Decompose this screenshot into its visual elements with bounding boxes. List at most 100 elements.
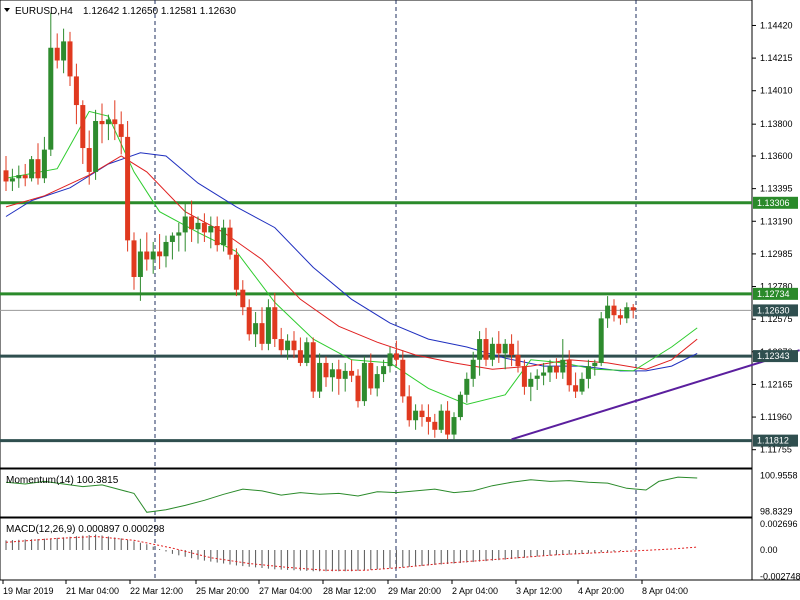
candle-body [189,216,195,230]
momentum-tick-label: 98.8329 [760,507,793,517]
time-tick-label: 2 Apr 04:00 [452,586,498,596]
ascending-trendline [511,349,800,441]
candle-body [361,362,367,402]
candle-body [86,148,92,172]
candle-body [163,241,169,257]
candle-body [413,410,419,421]
price-level-tag [753,196,798,209]
price-axis-ticks: 1.14420 1.14215 1.14010 1.13800 1.13600 1.133… [752,20,793,455]
candle-body [585,366,591,379]
candle-body [515,354,521,367]
candle-body [291,340,297,351]
momentum-indicator: 100.9558 98.8329 [5,470,798,517]
time-tick-label: 27 Mar 04:00 [259,586,312,596]
candle-body [579,378,585,392]
candle-body [131,240,137,277]
candle-body [41,149,47,179]
candle-body [342,370,348,379]
price-tick-label: 1.12985 [760,249,793,259]
candle-body [61,41,67,61]
candle-body [112,119,118,125]
time-tick-label: 28 Mar 12:00 [323,586,376,596]
candle-body [547,366,553,373]
time-tick-label: 8 Apr 04:00 [642,586,688,596]
symbol-label: EURUSD,H4 [15,6,73,17]
price-level-tag-label: 1.13306 [757,198,790,208]
candle-body [35,159,41,179]
candle-body [246,307,252,335]
candle-body [317,362,323,392]
trendline-layer[interactable] [511,349,800,441]
candle-body [214,226,220,246]
candle-body [464,378,470,395]
price-tick-label: 1.13800 [760,119,793,129]
macd-tick-label: 0.002696 [760,519,798,529]
candle-body [182,216,188,233]
price-level-tag [753,287,798,300]
collapse-triangle-icon[interactable] [4,8,10,12]
candle-body [16,175,22,179]
candle-body [419,410,425,418]
price-level-tag-label: 1.11812 [757,436,789,446]
candle-body [560,359,566,373]
candle-body [304,342,310,363]
candle-body [297,350,303,363]
candle-body [349,370,355,376]
candle-body [169,235,175,242]
macd-indicator: 0.002696 0.00 -0.002748 [5,519,800,582]
candle-body [105,119,111,125]
ohlc-readout: 1.12642 1.12650 1.12581 1.12630 [83,6,236,17]
candle-body [489,343,495,360]
candle-body [80,105,86,149]
price-tick-label: 1.13600 [760,151,793,161]
candle-body [432,421,438,430]
candle-body [400,359,406,397]
price-level-tag-label: 1.12343 [757,351,790,361]
price-level-tag [753,350,798,363]
candle-body [617,315,623,319]
macd-tick-label: -0.002748 [760,572,800,582]
candlesticks [3,12,636,440]
candle-body [221,227,227,246]
candle-body [624,307,630,319]
candle-body [240,289,246,308]
momentum-pane[interactable] [0,468,753,518]
price-tick-label: 1.14010 [760,86,793,96]
price-tick-label: 1.12575 [760,314,793,324]
candle-body [336,369,342,379]
macd-tick-label: 0.00 [760,545,778,555]
time-axis-labels: 19 Mar 2019 21 Mar 04:00 22 Mar 12:00 25 Ma… [2,580,688,596]
time-tick-label: 29 Mar 20:00 [388,586,441,596]
price-tick-label: 1.12780 [760,282,793,292]
price-level-tag [753,434,798,447]
candle-body [73,76,79,106]
candle-body [573,385,579,392]
candle-body [425,417,431,422]
ma-slow-line [5,152,698,372]
price-tick-label: 1.12165 [760,379,793,389]
price-tick-label: 1.11960 [760,412,792,422]
candle-body [470,359,476,379]
candle-body [208,226,214,233]
candle-body [285,340,291,351]
time-tick-label: 25 Mar 20:00 [196,586,249,596]
candle-body [310,342,316,392]
candle-body [9,178,15,182]
candle-body [521,366,527,387]
macd-label: MACD(12,26,9) 0.000897 0.000298 [6,524,165,535]
candle-body [541,372,547,376]
candle-body [509,343,515,355]
candle-body [176,232,182,236]
price-tick-label: 1.14215 [760,53,793,63]
price-pane[interactable] [0,0,753,469]
candle-body [144,251,150,260]
candle-body [195,222,201,230]
candle-body [272,307,278,340]
candle-body [125,136,131,241]
candle-body [48,47,54,150]
candle-body [233,254,239,290]
candle-body [150,251,156,260]
candle-body [227,227,233,255]
candle-body [438,410,444,430]
